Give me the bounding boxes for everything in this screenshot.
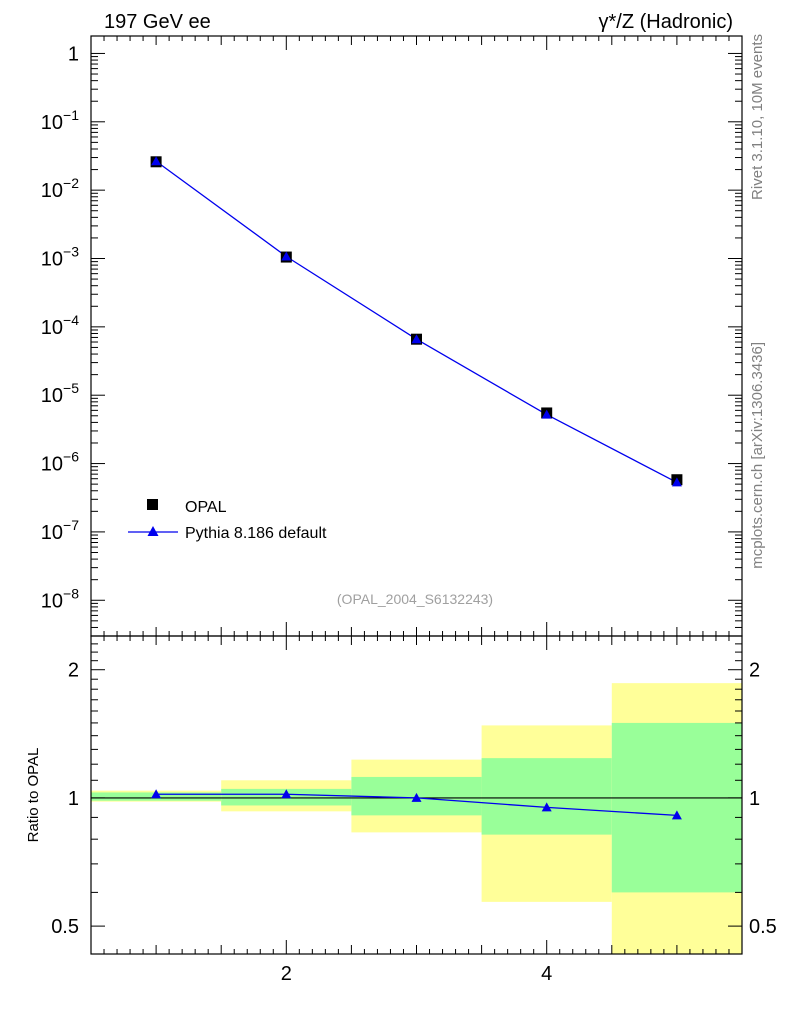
main-panel-tick-labels: 1 10−1 10−2 10−3 10−4 10−5 10−6 10−7 10−8 <box>41 43 79 612</box>
ratio-pythia-point <box>541 802 552 812</box>
ratio-y-tick-label-right: 0.5 <box>749 916 777 938</box>
ratio-pythia-point <box>151 789 162 799</box>
analysis-id-label: (OPAL_2004_S6132243) <box>337 591 493 607</box>
y-tick-label: 10−3 <box>41 244 79 271</box>
legend-label-opal: OPAL <box>185 499 227 516</box>
ratio-panel-series <box>151 789 682 820</box>
ratio-y-tick-label-left: 0.5 <box>51 916 79 938</box>
y-tick-label: 10−1 <box>41 107 79 134</box>
pythia-point <box>281 251 292 261</box>
inner-uncertainty-band <box>481 758 612 835</box>
ratio-pythia-point <box>411 792 422 802</box>
ratio-uncertainty-bands <box>91 683 742 954</box>
ratio-y-tick-label-right: 2 <box>749 660 760 682</box>
main-panel-series <box>150 156 683 487</box>
y-tick-label: 10−7 <box>41 517 79 544</box>
legend-label-pythia: Pythia 8.186 default <box>185 525 327 542</box>
y-tick-label: 10−4 <box>41 312 79 339</box>
pythia-point <box>671 477 682 487</box>
legend: OPAL Pythia 8.186 default <box>128 499 327 542</box>
legend-marker-opal <box>147 499 158 510</box>
y-tick-label: 10−6 <box>41 449 79 476</box>
y-tick-label: 10−8 <box>41 585 79 612</box>
plot-title-left: 197 GeV ee <box>104 11 211 33</box>
ratio-panel-tick-labels: 0.5 0.5 1 1 2 2 <box>51 660 777 938</box>
rivet-version-label: Rivet 3.1.10, 10M events <box>749 34 766 200</box>
ratio-y-axis-label: Ratio to OPAL <box>25 748 42 843</box>
x-tick-label: 4 <box>541 963 552 985</box>
y-tick-label: 10−5 <box>41 380 79 407</box>
ratio-panel-ticks <box>91 636 743 954</box>
ratio-panel-frame <box>90 635 743 955</box>
pythia-point <box>541 409 552 419</box>
ratio-y-tick-label-right: 1 <box>749 788 760 810</box>
y-tick-label: 10−2 <box>41 175 79 202</box>
main-panel-ticks <box>91 36 743 637</box>
legend-marker-pythia <box>147 526 159 536</box>
pythia-point <box>411 334 422 344</box>
ratio-y-tick-label-left: 1 <box>68 788 79 810</box>
pythia-point <box>151 156 162 166</box>
ratio-pythia-point <box>671 810 682 820</box>
x-tick-label: 2 <box>281 963 292 985</box>
y-tick-label: 1 <box>68 43 79 65</box>
pythia-line <box>155 160 678 483</box>
mcplots-label: mcplots.cern.ch [arXiv:1306.3436] <box>749 342 766 569</box>
plot-title-right: γ*/Z (Hadronic) <box>599 11 733 33</box>
inner-uncertainty-band <box>611 722 742 893</box>
ratio-pythia-point <box>281 789 292 799</box>
ratio-y-tick-label-left: 2 <box>68 660 79 682</box>
